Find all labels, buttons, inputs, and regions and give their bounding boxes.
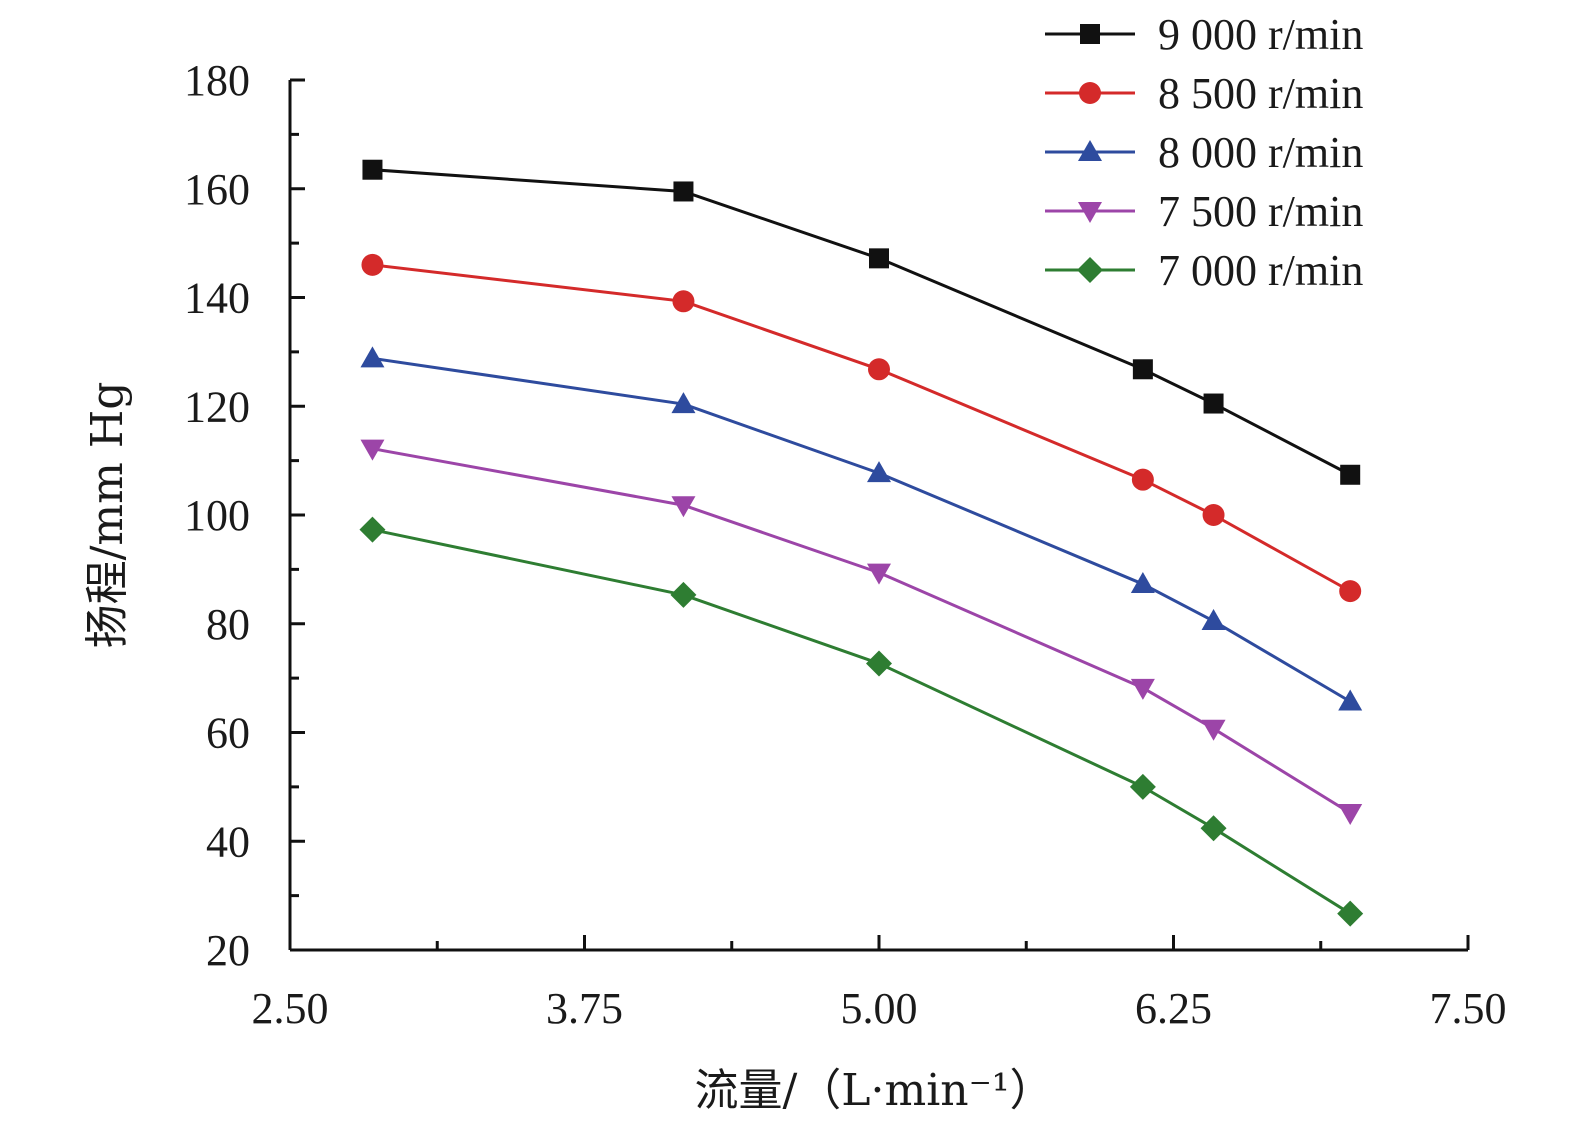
data-point [670,581,697,608]
series [360,439,1363,825]
data-point [673,181,694,202]
x-tick-label: 7.50 [1430,984,1507,1033]
legend-marker [1078,202,1102,223]
y-tick-label: 60 [206,709,250,758]
series [361,253,1362,603]
y-tick-label: 40 [206,817,250,866]
data-point [1337,900,1364,927]
legend-label: 8 000 r/min [1158,128,1363,177]
data-point [671,392,696,414]
data-point [1202,504,1225,526]
legend-marker [1080,24,1100,44]
y-ticks: 20 40 60 80 100 120 140 160 180 [184,56,305,975]
y-tick-label: 120 [184,382,250,431]
data-point [1130,678,1155,700]
x-axis-title: 流量/（L·min⁻¹） [694,1065,1053,1116]
data-point [672,290,695,313]
y-tick-label: 180 [184,56,250,105]
data-point [1129,773,1156,800]
series [359,516,1364,927]
data-point [1130,572,1155,594]
data-point [867,461,891,483]
y-tick-label: 140 [184,274,250,323]
series-line [372,528,1351,915]
legend-marker [1079,82,1101,104]
legend-item: 8 500 r/min [1045,69,1363,118]
data-point [1131,468,1154,491]
series-layer [359,159,1364,927]
y-tick-label: 80 [206,600,250,649]
data-point [869,248,889,269]
data-point [1203,393,1224,414]
y-tick-label: 100 [184,491,250,540]
y-tick-label: 160 [184,165,250,214]
y-axis-title: 扬程/mm Hg [82,382,133,649]
legend-item: 9 000 r/min [1045,10,1363,59]
series-line [372,168,1351,477]
legend-item: 8 000 r/min [1045,128,1363,177]
data-point [1200,815,1227,842]
data-point [361,253,384,276]
data-point [360,346,385,368]
data-point [360,439,385,461]
legend-marker [1078,140,1102,161]
x-tick-label: 5.00 [841,984,918,1033]
series [360,346,1363,711]
x-tick-label: 2.50 [252,984,329,1033]
x-tick-label: 6.25 [1135,984,1212,1033]
legend-label: 7 000 r/min [1158,246,1363,295]
data-point [1340,464,1361,485]
legend: 9 000 r/min 8 500 r/min 8 000 r/min 7 500 r… [1045,10,1363,295]
data-point [671,496,696,518]
x-ticks: 2.50 3.75 5.00 6.25 7.50 [252,935,1507,1033]
data-point [1338,803,1363,825]
data-point [868,358,890,381]
legend-label: 9 000 r/min [1158,10,1363,59]
data-point [1132,359,1153,380]
data-point [867,563,891,585]
data-point [866,650,892,677]
x-tick-label: 3.75 [546,984,623,1033]
data-point [1338,689,1363,711]
legend-label: 7 500 r/min [1158,187,1363,236]
data-point [1201,609,1226,631]
series-line [372,263,1351,593]
data-point [1201,719,1226,741]
data-point [362,159,383,180]
data-point [359,516,386,543]
legend-label: 8 500 r/min [1158,69,1363,118]
data-point [1339,580,1362,603]
legend-item: 7 000 r/min [1045,246,1363,295]
series [362,159,1361,485]
series-line [372,356,1351,703]
y-tick-label: 20 [206,926,250,975]
legend-marker [1077,257,1103,283]
series-line [372,447,1351,815]
legend-item: 7 500 r/min [1045,187,1363,236]
